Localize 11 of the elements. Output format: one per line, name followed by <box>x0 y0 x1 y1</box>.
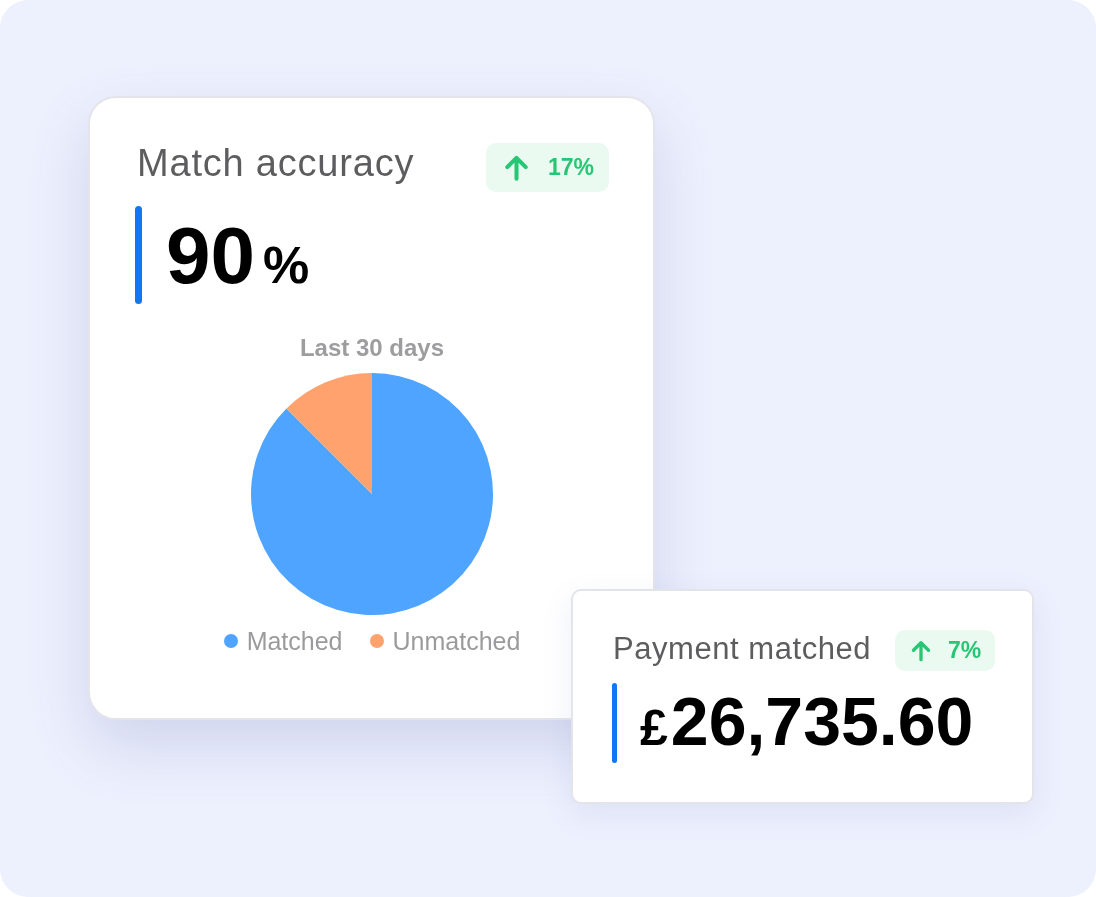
text: 90% <box>166 211 310 300</box>
badge: 17% <box>486 143 610 192</box>
legend-label: Unmatched <box>392 626 521 656</box>
chart-title: Last 30 days <box>298 334 446 361</box>
text: Match accuracy <box>137 142 415 184</box>
text: Payment matched <box>613 631 872 666</box>
pie-slice <box>251 373 493 615</box>
badge: 7% <box>895 630 996 671</box>
text: £26,735.60 <box>640 683 974 759</box>
pie-slice <box>286 373 372 494</box>
legend-label: Matched <box>246 626 343 656</box>
